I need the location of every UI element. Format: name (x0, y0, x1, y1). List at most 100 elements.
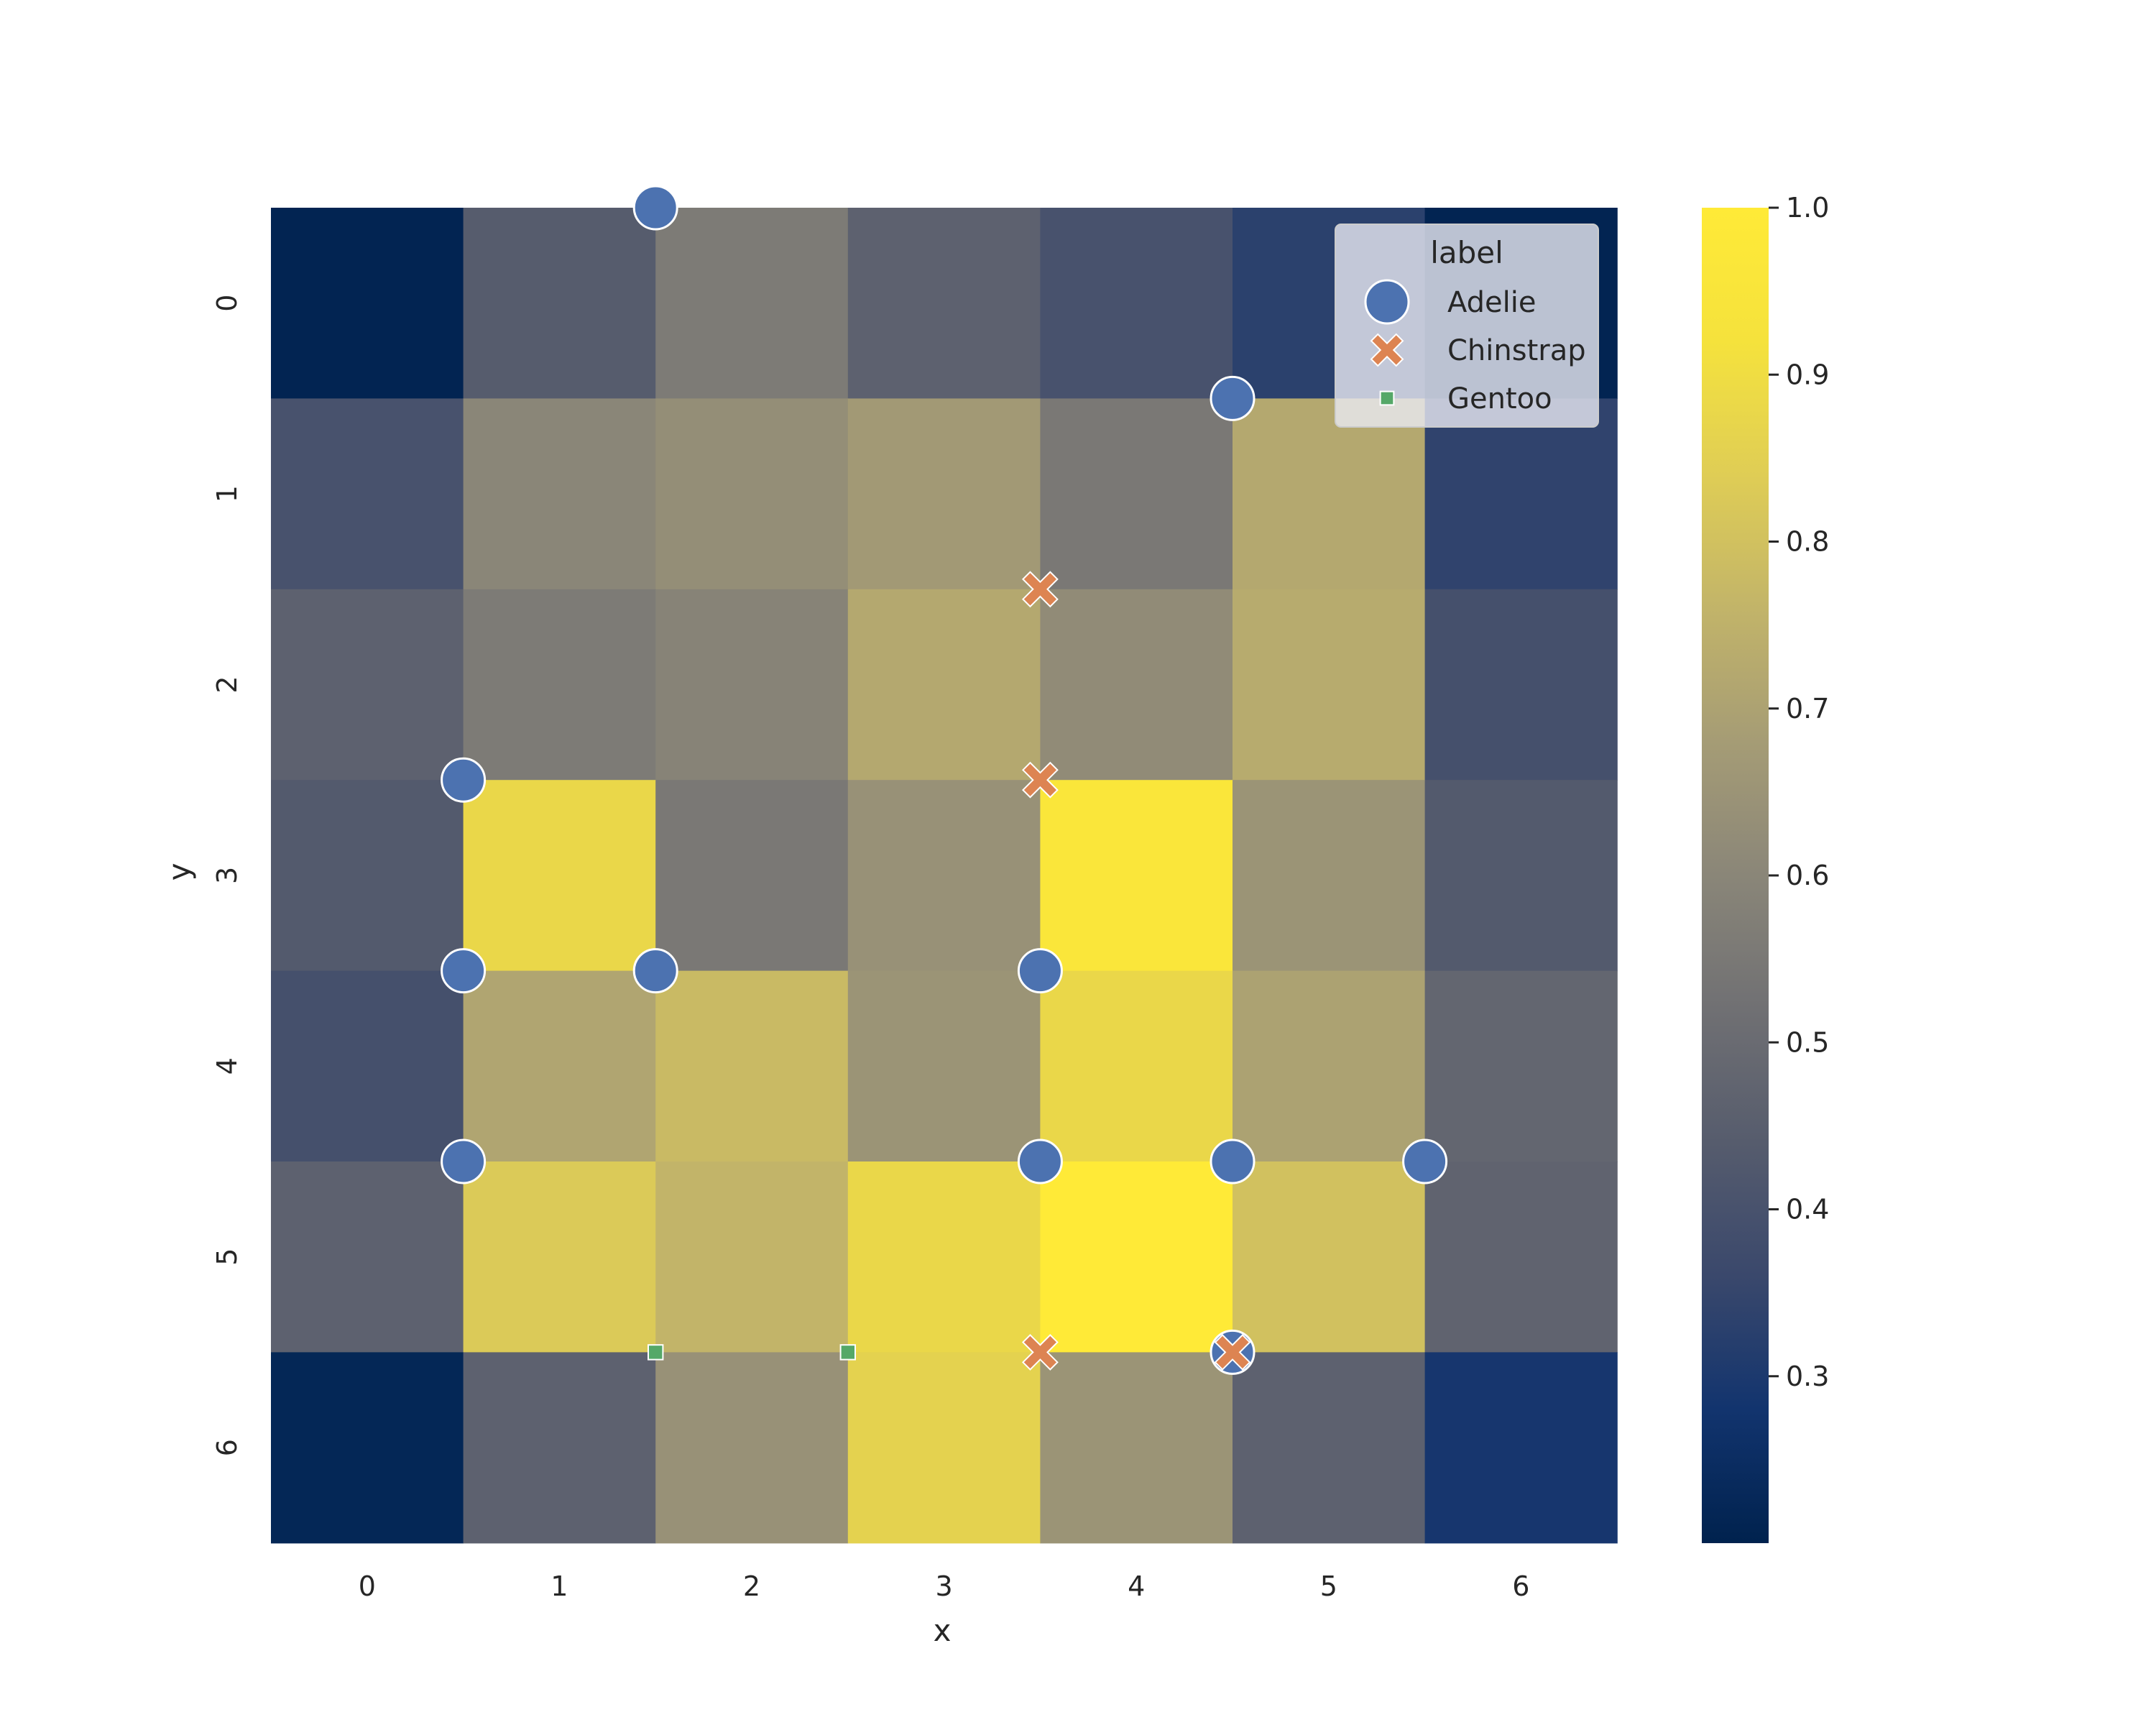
y-tick-label: 4 (211, 1057, 243, 1075)
heatmap-cell (1424, 1352, 1618, 1544)
scatter-point-adelie (441, 1138, 487, 1184)
colorbar-tick-label: 0.6 (1786, 860, 1829, 891)
y-tick-label: 5 (211, 1248, 243, 1266)
scatter-point-chinstrap (1214, 1333, 1251, 1371)
colorbar-ticks: 0.3 0.4 0.5 0.6 0.7 0.8 0.9 1.0 (1769, 192, 1829, 1392)
scatter-point-gentoo (839, 1344, 856, 1361)
x-tick-label: 6 (1512, 1570, 1529, 1602)
heatmap-cell (1233, 589, 1426, 781)
x-tick-label: 1 (550, 1570, 568, 1602)
heatmap-cell (847, 1162, 1041, 1353)
scatter-point-adelie (441, 948, 487, 994)
y-tick-labels: 0 1 2 3 4 5 6 (211, 295, 243, 1457)
heatmap-cell (463, 398, 656, 590)
scatter-point-adelie (1017, 948, 1063, 994)
x-tick-label: 4 (1128, 1570, 1145, 1602)
heatmap-cell (847, 780, 1041, 972)
scatter-point-chinstrap (1021, 571, 1059, 608)
heatmap-cell (271, 1162, 464, 1353)
x-tick-labels: 0 1 2 3 4 5 6 (359, 1570, 1530, 1602)
heatmap-cell (1424, 589, 1618, 781)
heatmap-cell (847, 208, 1041, 399)
heatmap-cells (271, 208, 1618, 1544)
y-tick-label: 6 (211, 1439, 243, 1456)
colorbar-tick-label: 0.8 (1786, 526, 1829, 558)
heatmap-cell (655, 780, 849, 972)
colorbar-tick-label: 0.9 (1786, 359, 1829, 390)
colorbar: 0.3 0.4 0.5 0.6 0.7 0.8 0.9 1.0 (1702, 192, 1829, 1543)
heatmap-cell (271, 970, 464, 1162)
scatter-point-chinstrap (1021, 1333, 1059, 1371)
heatmap-cell (1233, 970, 1426, 1162)
x-tick-label: 3 (936, 1570, 953, 1602)
heatmap-cell (271, 398, 464, 590)
legend-marker-gentoo (1379, 390, 1395, 406)
y-tick-label: 3 (211, 867, 243, 884)
y-tick-label: 0 (211, 295, 243, 312)
scatter-point-adelie (632, 948, 678, 994)
heatmap-cell (655, 589, 849, 781)
heatmap-cell (655, 970, 849, 1162)
scatter-points (441, 185, 1448, 1375)
heatmap-cell (1424, 970, 1618, 1162)
x-tick-label: 2 (743, 1570, 760, 1602)
y-tick-label: 1 (211, 485, 243, 502)
legend-marker-chinstrap (1370, 333, 1404, 367)
y-tick-label: 2 (211, 676, 243, 693)
heatmap-cell (271, 1352, 464, 1544)
heatmap-cell (1040, 589, 1233, 781)
legend-label: Adelie (1447, 286, 1537, 319)
scatter-point-adelie (1210, 1138, 1256, 1184)
heatmap-cell (1424, 780, 1618, 972)
colorbar-tick-label: 0.3 (1786, 1361, 1829, 1392)
scatter-point-gentoo (648, 1344, 664, 1361)
colorbar-tick-label: 0.7 (1786, 693, 1829, 724)
heatmap-cell (847, 398, 1041, 590)
legend: label Adelie Chinstrap Gentoo (1335, 224, 1599, 428)
heatmap-cell (655, 1352, 849, 1544)
legend-label: Chinstrap (1447, 334, 1586, 367)
scatter-point-adelie (1210, 375, 1256, 421)
heatmap-cell (655, 398, 849, 590)
legend-label: Gentoo (1447, 382, 1552, 415)
heatmap-cell (463, 970, 656, 1162)
heatmap-cell (1040, 208, 1233, 399)
x-axis-label: x (934, 1613, 952, 1648)
x-tick-label: 0 (359, 1570, 376, 1602)
colorbar-tick-label: 1.0 (1786, 192, 1829, 224)
heatmap-cell (655, 208, 849, 399)
heatmap-cell (1040, 970, 1233, 1162)
heatmap-cell (271, 589, 464, 781)
scatter-point-adelie (441, 757, 487, 803)
heatmap-cell (1040, 398, 1233, 590)
heatmap-cell (463, 780, 656, 972)
scatter-point-adelie (632, 185, 678, 231)
heatmap-cell (1233, 1162, 1426, 1353)
heatmap-cell (1040, 780, 1233, 972)
heatmap-cell (463, 1352, 656, 1544)
heatmap-cell (847, 970, 1041, 1162)
heatmap-cell (271, 780, 464, 972)
heatmap-cell (1233, 398, 1426, 590)
scatter-point-adelie (1402, 1138, 1448, 1184)
heatmap-cell (463, 1162, 656, 1353)
heatmap-cell (463, 208, 656, 399)
heatmap-cell (1233, 1352, 1426, 1544)
heatmap-cell (847, 1352, 1041, 1544)
heatmap-cell (847, 589, 1041, 781)
legend-entries: Adelie Chinstrap Gentoo (1364, 279, 1586, 415)
colorbar-tick-label: 0.5 (1786, 1026, 1829, 1058)
heatmap-cell (655, 1162, 849, 1353)
legend-box (1335, 224, 1599, 428)
colorbar-tick-label: 0.4 (1786, 1194, 1829, 1225)
y-axis-label: y (162, 863, 197, 881)
heatmap-cell (271, 208, 464, 399)
colorbar-gradient (1702, 208, 1769, 1543)
heatmap-cell (1233, 780, 1426, 972)
legend-title: label (1430, 235, 1503, 270)
heatmap-cell (1040, 1162, 1233, 1353)
heatmap-cell (1424, 398, 1618, 590)
heatmap-cell (1040, 1352, 1233, 1544)
heatmap-cell (1424, 1162, 1618, 1353)
